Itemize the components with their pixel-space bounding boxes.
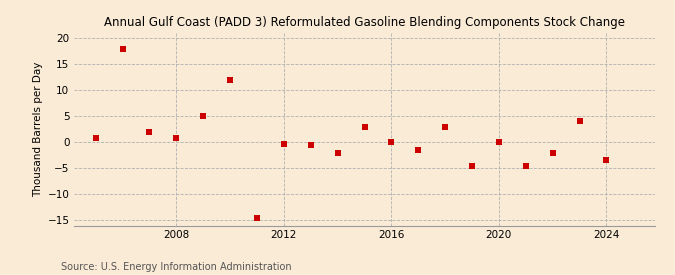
Point xyxy=(520,163,531,168)
Text: Source: U.S. Energy Information Administration: Source: U.S. Energy Information Administ… xyxy=(61,262,292,272)
Point xyxy=(279,142,290,146)
Point xyxy=(225,78,236,82)
Point xyxy=(332,150,343,155)
Point xyxy=(198,114,209,119)
Point xyxy=(547,150,558,155)
Point xyxy=(359,125,370,129)
Point xyxy=(171,135,182,140)
Point xyxy=(413,148,424,152)
Point xyxy=(466,163,477,168)
Point xyxy=(305,143,316,147)
Point xyxy=(90,136,101,140)
Point xyxy=(144,130,155,134)
Point xyxy=(493,140,504,144)
Point xyxy=(117,46,128,51)
Point xyxy=(252,216,263,220)
Point xyxy=(574,119,585,124)
Point xyxy=(439,125,450,129)
Title: Annual Gulf Coast (PADD 3) Reformulated Gasoline Blending Components Stock Chang: Annual Gulf Coast (PADD 3) Reformulated … xyxy=(104,16,625,29)
Point xyxy=(601,158,612,163)
Point xyxy=(386,140,397,144)
Y-axis label: Thousand Barrels per Day: Thousand Barrels per Day xyxy=(33,62,43,197)
